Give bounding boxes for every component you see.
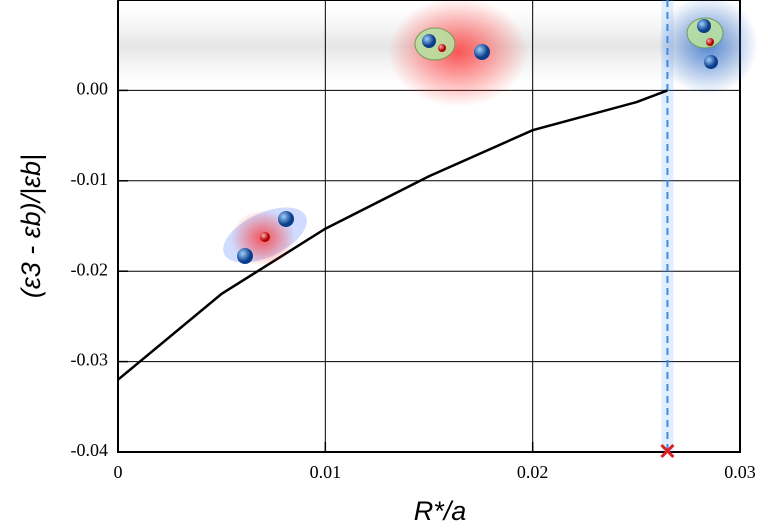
vline-marker (660, 443, 675, 459)
data-line (117, 89, 668, 381)
y-tick-label: -0.01 (71, 169, 109, 189)
x-tick-label: 0.03 (724, 462, 756, 482)
x-axis-label: R*/a (414, 496, 467, 526)
x-tick-label: 0.02 (517, 462, 549, 482)
x-tick-label: 0 (114, 462, 123, 482)
y-tick-label: -0.04 (71, 440, 109, 460)
x-tick-label: 0.01 (310, 462, 342, 482)
y-tick-label: 0.00 (77, 79, 109, 99)
vline-glow (661, 0, 674, 452)
y-tick-label: -0.03 (71, 350, 109, 370)
plot-frame (117, 0, 741, 453)
y-tick-label: -0.02 (71, 259, 109, 279)
illustration (223, 0, 758, 266)
y-axis-label: (ε3 - εb)/|εb| (16, 154, 46, 298)
